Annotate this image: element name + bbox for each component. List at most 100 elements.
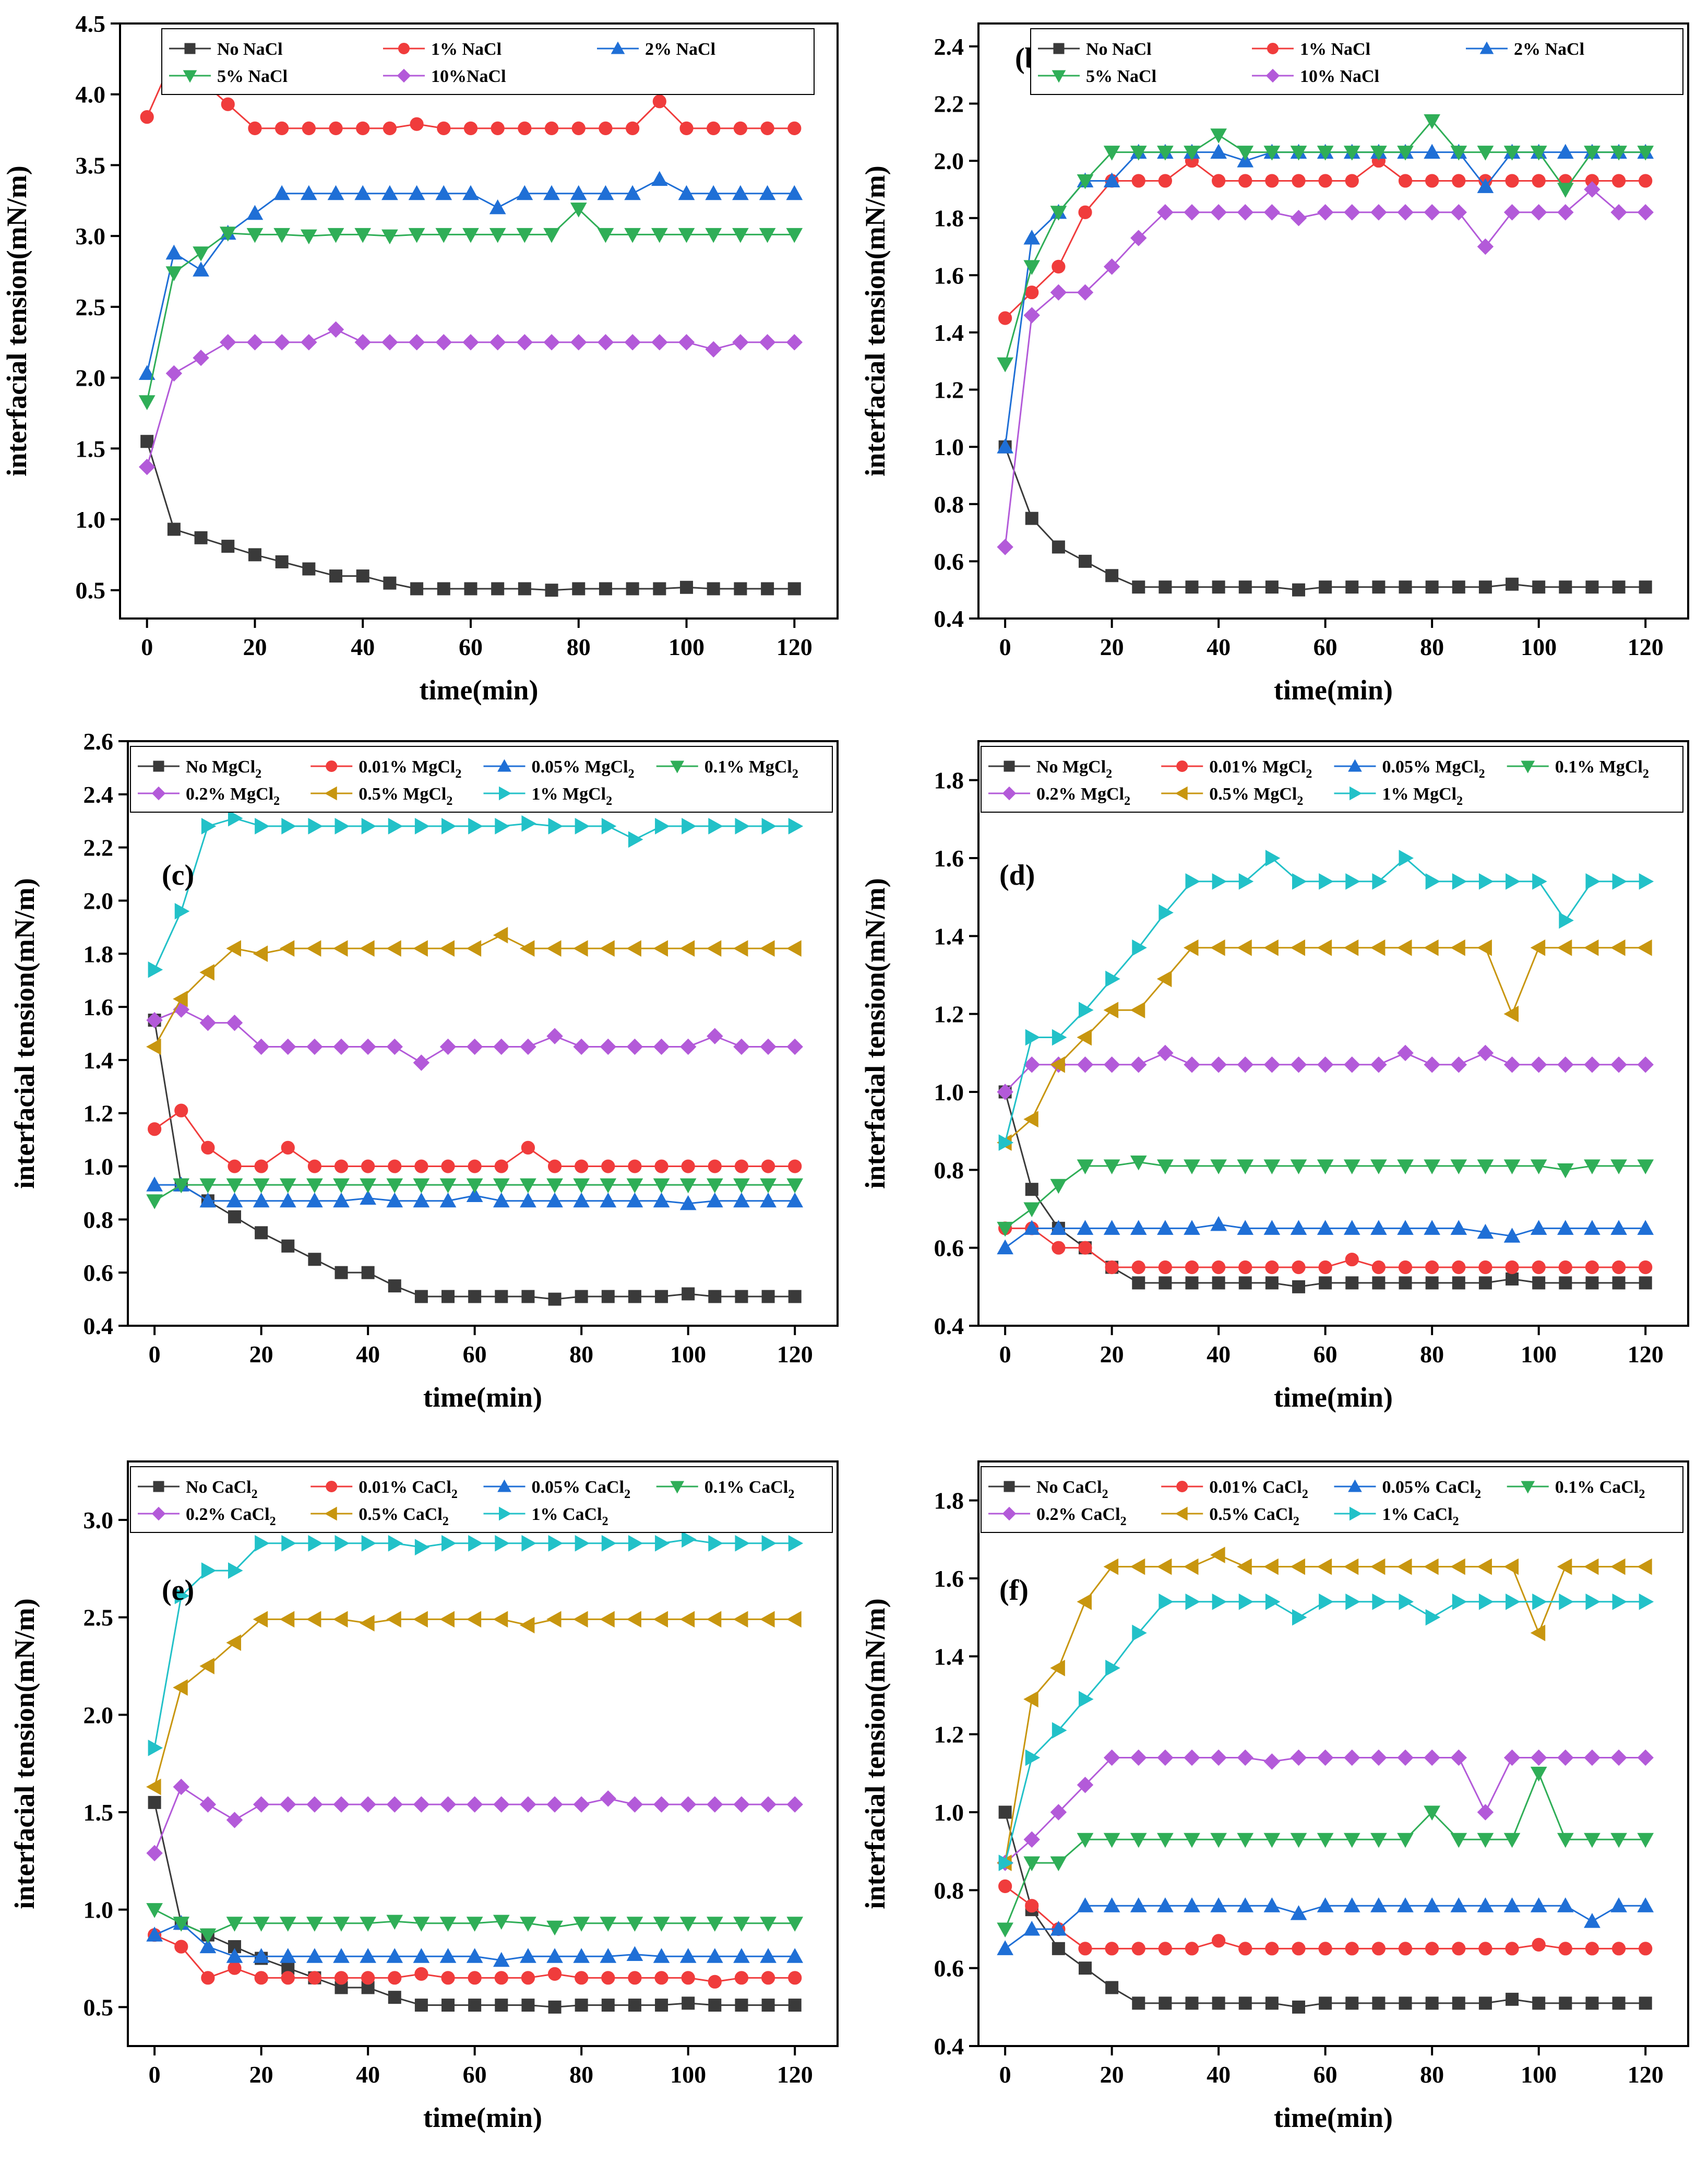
legend-label-subscript: 2 [1479, 767, 1485, 781]
data-point [573, 1796, 590, 1813]
data-point [1477, 1804, 1494, 1821]
x-tick-label: 20 [243, 634, 267, 660]
data-point [1557, 1833, 1574, 1848]
data-point [1185, 873, 1201, 890]
data-point [1530, 1624, 1546, 1642]
data-point [597, 334, 614, 351]
legend-label-subscript: 2 [455, 767, 461, 781]
data-point [410, 117, 424, 131]
data-point [1184, 1897, 1200, 1912]
data-point [624, 185, 641, 200]
legend-label-subscript: 2 [1293, 1515, 1299, 1528]
data-point [1639, 1942, 1653, 1956]
data-point [413, 1948, 430, 1963]
data-point [1452, 1593, 1467, 1610]
data-point [1505, 1942, 1519, 1956]
data-point [248, 548, 261, 562]
data-point [146, 1845, 163, 1862]
data-point [1050, 1804, 1067, 1821]
data-point [386, 1611, 401, 1628]
legend-label-subscript: 2 [1302, 1488, 1308, 1501]
legend-label-subscript: 2 [1306, 767, 1312, 781]
legend-label: 0.2% CaCl2 [186, 1505, 276, 1528]
data-point [173, 990, 188, 1007]
data-point [335, 1535, 350, 1552]
data-point [360, 940, 375, 957]
data-point [998, 1879, 1012, 1893]
legend-label: 5% NaCl [217, 67, 288, 86]
data-point [441, 1535, 457, 1552]
data-point [1292, 583, 1306, 597]
series-0 [140, 435, 801, 597]
data-point [600, 1948, 617, 1963]
data-point [1503, 1833, 1521, 1848]
y-tick-label: 0.5 [83, 1994, 114, 2020]
data-point [733, 1917, 750, 1932]
data-point [273, 228, 291, 243]
data-point [1530, 1766, 1547, 1782]
data-point [493, 1796, 510, 1813]
data-point [1505, 174, 1519, 188]
y-tick-label: 2.4 [83, 781, 114, 808]
data-point [626, 1946, 643, 1961]
legend-label: 0.05% CaCl2 [532, 1478, 631, 1501]
data-point [253, 1917, 270, 1932]
y-tick-label: 1.4 [934, 319, 964, 346]
data-point [1318, 1260, 1332, 1275]
data-point [173, 1778, 189, 1796]
data-point [997, 1239, 1013, 1255]
data-point [546, 1948, 563, 1963]
legend-label: 0.01% CaCl2 [359, 1478, 458, 1501]
data-point [706, 1611, 722, 1628]
data-point [520, 1917, 536, 1932]
panel-label: (f) [999, 1574, 1029, 1607]
data-point [1210, 1833, 1227, 1848]
data-point [760, 121, 774, 135]
legend-swatch-marker [611, 41, 625, 54]
y-tick-label: 1.8 [934, 767, 964, 794]
data-point [1158, 1593, 1174, 1610]
data-point [1557, 1558, 1572, 1575]
data-point [1612, 873, 1628, 890]
data-point [1290, 1220, 1307, 1235]
series-line [1004, 188, 1646, 548]
data-point [489, 228, 506, 243]
data-point [468, 1971, 482, 1985]
data-point [573, 1948, 590, 1963]
data-point [1637, 1558, 1652, 1575]
series-line [1004, 857, 1646, 1143]
data-point [1583, 939, 1599, 956]
data-point [1130, 1002, 1145, 1019]
x-tick-label: 80 [1420, 1341, 1444, 1368]
y-tick-label: 2.4 [934, 33, 964, 60]
data-point [1559, 1276, 1572, 1290]
data-point [1506, 1272, 1519, 1286]
legend-box [130, 746, 833, 813]
y-tick-label: 2.0 [83, 887, 114, 914]
legend-swatch-marker [1053, 43, 1065, 54]
y-tick-label: 2.0 [83, 1702, 114, 1728]
data-point [626, 1192, 643, 1208]
data-point [1210, 1216, 1227, 1231]
y-tick-label: 3.0 [76, 223, 106, 249]
data-point [1584, 1913, 1600, 1928]
data-point [1263, 1056, 1281, 1073]
data-point [1077, 1056, 1094, 1073]
series-0 [998, 1085, 1652, 1293]
legend-label-main: 1% CaCl [532, 1505, 602, 1524]
plot-frame [977, 740, 1689, 1327]
series-5 [146, 1611, 802, 1796]
legend-label-main: 0.01% MgCl [359, 757, 455, 777]
data-point [1639, 873, 1654, 890]
data-point [1370, 146, 1387, 161]
data-point [705, 341, 722, 358]
data-point [1372, 1593, 1387, 1610]
data-point [165, 365, 183, 382]
data-point [1210, 1749, 1227, 1766]
data-point [1158, 1260, 1172, 1275]
data-point [1025, 1183, 1038, 1196]
data-point [146, 1903, 163, 1918]
data-point [464, 582, 477, 596]
data-point [1477, 1044, 1494, 1062]
data-point [1265, 1593, 1281, 1610]
